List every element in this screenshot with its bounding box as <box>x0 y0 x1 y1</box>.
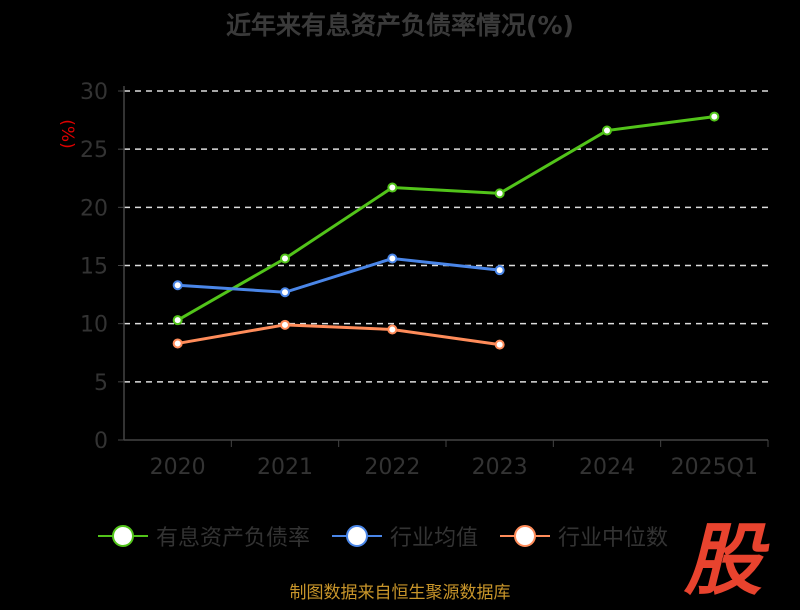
series-line-2 <box>177 323 500 347</box>
legend-marker-icon <box>98 524 148 548</box>
data-point <box>172 280 183 291</box>
legend-item[interactable]: 有息资产负债率 <box>98 520 310 552</box>
x-tick-label: 2022 <box>364 455 420 480</box>
data-point <box>387 253 398 264</box>
data-point <box>387 324 398 335</box>
y-axis-label: (%) <box>57 119 77 148</box>
y-tick-label: 15 <box>80 255 108 280</box>
data-point <box>280 253 290 264</box>
data-point <box>494 339 505 350</box>
data-point <box>280 319 290 330</box>
y-tick-label: 20 <box>80 196 108 221</box>
legend-label: 有息资产负债率 <box>156 526 311 551</box>
legend-marker-icon <box>500 524 551 548</box>
data-point <box>602 125 612 136</box>
y-tick-label: 25 <box>80 138 108 163</box>
source-note: 制图数据来自恒生聚源数据库 <box>289 583 511 603</box>
x-tick-label: 2020 <box>150 455 206 480</box>
x-tick-label: 2021 <box>257 455 313 480</box>
y-tick-label: 30 <box>80 80 108 105</box>
legend-item[interactable]: 行业中位数 <box>500 520 668 552</box>
data-point <box>172 315 183 326</box>
chart-title: 近年来有息资产负债率情况(%) <box>226 11 574 40</box>
data-point <box>172 338 183 349</box>
series-line-1 <box>177 256 500 294</box>
legend: 有息资产负债率 行业均值 行业中位数 <box>98 520 690 552</box>
series-line-0 <box>176 115 715 322</box>
data-point <box>280 287 290 298</box>
data-point <box>709 111 720 122</box>
legend-label: 行业中位数 <box>558 526 669 551</box>
data-point <box>387 182 398 193</box>
x-tick-label: 2024 <box>579 455 635 480</box>
logo-watermark: 股 <box>684 516 763 606</box>
x-tick-label: 2025Q1 <box>671 455 758 480</box>
y-tick-label: 10 <box>80 313 108 338</box>
legend-label: 行业均值 <box>390 526 479 551</box>
data-point <box>494 265 505 276</box>
y-tick-label: 5 <box>94 371 108 396</box>
legend-marker-icon <box>332 524 383 548</box>
data-point <box>494 188 505 199</box>
legend-item[interactable]: 行业均值 <box>332 520 478 552</box>
x-tick-label: 2023 <box>472 455 528 480</box>
y-tick-label: 0 <box>94 429 108 454</box>
